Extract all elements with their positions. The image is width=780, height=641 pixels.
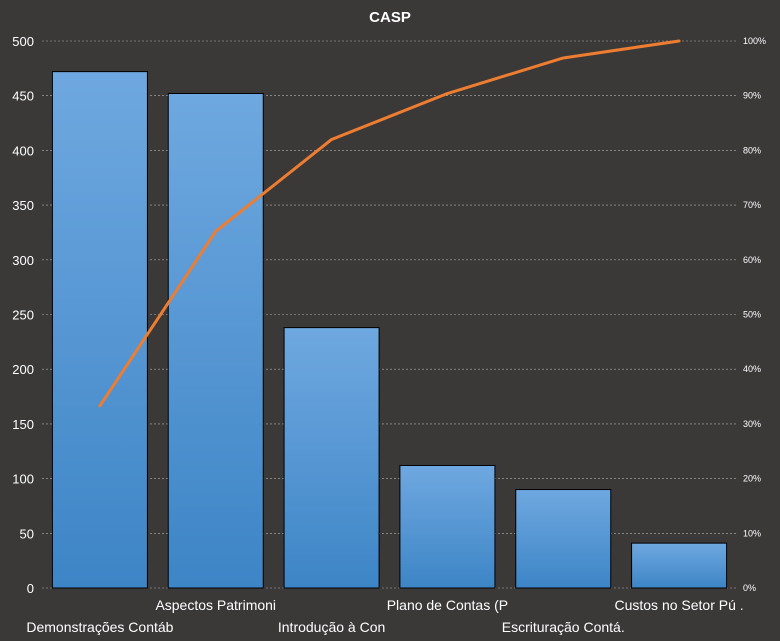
y-tick-label: 50: [20, 526, 34, 541]
y2-tick-label: 10%: [743, 528, 761, 538]
bar: [283, 327, 380, 589]
y2-tick-label: 40%: [743, 364, 761, 374]
y-tick-label: 500: [12, 34, 34, 49]
x-tick-label: Introdução à Con: [278, 619, 385, 635]
x-tick-label: Plano de Contas (P: [387, 597, 508, 613]
cumulative-percent-line: [98, 39, 681, 408]
bar: [399, 464, 496, 589]
y2-axis: 0% 10% 20% 30% 40% 50% 60% 70% 80% 90% 100%: [743, 36, 766, 593]
y2-tick-label: 50%: [743, 310, 761, 320]
y-tick-label: 200: [12, 362, 34, 377]
y-tick-label: 150: [12, 417, 34, 432]
bar: [51, 71, 148, 589]
bars-layer: [51, 71, 728, 589]
x-tick-label: Demonstrações Contáb: [26, 619, 173, 635]
chart-title: CASP: [369, 9, 411, 26]
bar: [631, 542, 728, 589]
y-tick-label: 350: [12, 198, 34, 213]
y-tick-label: 250: [12, 308, 34, 323]
y2-tick-label: 90%: [743, 91, 761, 101]
y-tick-label: 450: [12, 89, 34, 104]
y2-tick-label: 60%: [743, 255, 761, 265]
x-axis: Demonstrações Contáb Aspectos PatrimoniIn…: [26, 597, 743, 635]
x-tick-label: Escrituração Contá.: [502, 619, 625, 635]
bar: [515, 489, 612, 589]
x-tick-label: Custos no Setor Pú .: [614, 597, 743, 613]
y-tick-label: 0: [27, 581, 34, 596]
x-tick-label: Aspectos Patrimoni: [155, 597, 276, 613]
y2-tick-label: 20%: [743, 474, 761, 484]
y-tick-label: 400: [12, 143, 34, 158]
cumulative-line-layer: [98, 39, 681, 408]
y-tick-label: 300: [12, 253, 34, 268]
y2-tick-label: 100%: [743, 36, 766, 46]
y2-tick-label: 30%: [743, 419, 761, 429]
y2-tick-label: 0%: [743, 583, 756, 593]
bar: [167, 93, 264, 589]
y-axis: 0 50 100 150 200 250 300 350 400 450 500: [12, 34, 34, 596]
y-tick-label: 100: [12, 472, 34, 487]
y2-tick-label: 80%: [743, 145, 761, 155]
y2-tick-label: 70%: [743, 200, 761, 210]
